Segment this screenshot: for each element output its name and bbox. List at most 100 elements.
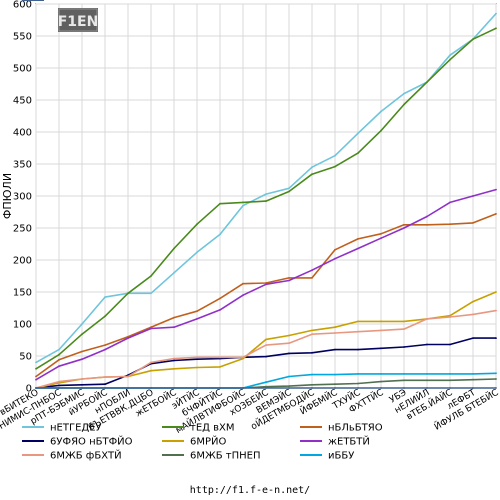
legend-item: нБЛьБТЯО	[300, 423, 383, 434]
data-point	[265, 200, 267, 203]
data-point	[265, 338, 267, 341]
data-point	[81, 383, 83, 386]
data-point	[173, 326, 175, 329]
data-point	[81, 323, 83, 325]
series-lines	[35, 12, 497, 389]
data-point	[219, 233, 221, 236]
data-point	[311, 387, 313, 389]
data-point	[495, 337, 497, 339]
data-point	[288, 352, 290, 355]
data-point	[265, 381, 267, 384]
data-point	[81, 333, 83, 336]
data-point	[127, 292, 129, 295]
data-point	[449, 201, 451, 204]
data-point	[265, 344, 267, 346]
y-tick-label: 350	[13, 160, 32, 171]
data-point	[219, 387, 221, 389]
data-point	[58, 358, 60, 361]
data-point	[288, 342, 290, 345]
y-tick-label: 300	[13, 192, 32, 203]
legend-item: нЕТГЕДЕУ	[22, 423, 102, 434]
data-point	[334, 154, 336, 157]
data-point	[357, 238, 359, 240]
data-point	[311, 269, 313, 272]
legend-label: 6МЖБ фБХТЙ	[50, 449, 122, 462]
data-point	[426, 373, 428, 375]
y-tick-label: 500	[13, 64, 32, 75]
data-point	[449, 223, 451, 226]
data-point	[357, 330, 359, 333]
series-5	[35, 188, 497, 381]
legend-label: 6УФЯО нБТФЙО	[50, 435, 133, 448]
data-point	[81, 350, 83, 353]
data-point	[380, 380, 382, 383]
data-point	[334, 348, 336, 351]
data-point	[380, 373, 382, 375]
y-tick-label: 450	[13, 96, 32, 107]
data-point	[242, 387, 244, 389]
data-point	[242, 294, 244, 297]
footer-url: http://f1.f-e-n.net/	[190, 485, 310, 496]
data-point	[334, 326, 336, 329]
data-point	[403, 320, 405, 323]
data-point	[495, 188, 497, 191]
logo-border	[58, 8, 98, 32]
f1en-logo: F1EN	[58, 8, 98, 32]
data-point	[265, 283, 267, 286]
data-point	[219, 356, 221, 359]
legend-item: иББУ	[300, 451, 354, 462]
data-point	[196, 358, 198, 361]
data-point	[311, 329, 313, 332]
data-point	[495, 12, 497, 15]
data-point	[403, 387, 405, 389]
data-point	[196, 223, 198, 226]
data-point	[426, 343, 428, 346]
data-point	[58, 380, 60, 383]
data-point	[173, 359, 175, 362]
data-point	[242, 282, 244, 285]
data-point	[380, 320, 382, 323]
data-point	[173, 247, 175, 250]
data-point	[311, 373, 313, 376]
data-point	[81, 358, 83, 361]
data-point	[150, 327, 152, 330]
data-point	[472, 378, 474, 381]
data-point	[403, 92, 405, 95]
legend-label: нБЛьБТЯО	[328, 423, 383, 434]
data-point	[265, 193, 267, 196]
data-point	[58, 348, 60, 351]
data-point	[472, 373, 474, 375]
legend-item: 6МРЙО	[162, 435, 227, 448]
series-9	[35, 387, 497, 389]
data-point	[403, 103, 405, 106]
legend-label: 6МЖБ тПНЕП	[190, 451, 261, 462]
data-point	[357, 387, 359, 389]
data-point	[219, 309, 221, 311]
data-point	[426, 223, 428, 226]
data-point	[150, 387, 152, 389]
data-point	[127, 387, 129, 389]
data-point	[242, 357, 244, 360]
y-tick-label: 100	[13, 320, 32, 331]
data-point	[265, 385, 267, 388]
y-tick-label: 600	[13, 0, 32, 11]
data-point	[449, 387, 451, 389]
series-1	[35, 27, 497, 370]
data-point	[219, 357, 221, 360]
data-point	[104, 387, 106, 389]
data-point	[311, 351, 313, 354]
data-point	[35, 375, 37, 378]
data-point	[104, 344, 106, 346]
legend-label: тЕД вХМ	[190, 423, 235, 434]
data-point	[334, 387, 336, 389]
series-0	[35, 12, 497, 364]
legend-item: тЕД вХМ	[162, 423, 235, 434]
data-point	[472, 222, 474, 224]
data-point	[104, 376, 106, 378]
data-point	[403, 227, 405, 229]
y-tick-label: 400	[13, 128, 32, 139]
data-point	[472, 313, 474, 316]
data-point	[311, 333, 313, 336]
y-tick-label: 250	[13, 224, 32, 235]
